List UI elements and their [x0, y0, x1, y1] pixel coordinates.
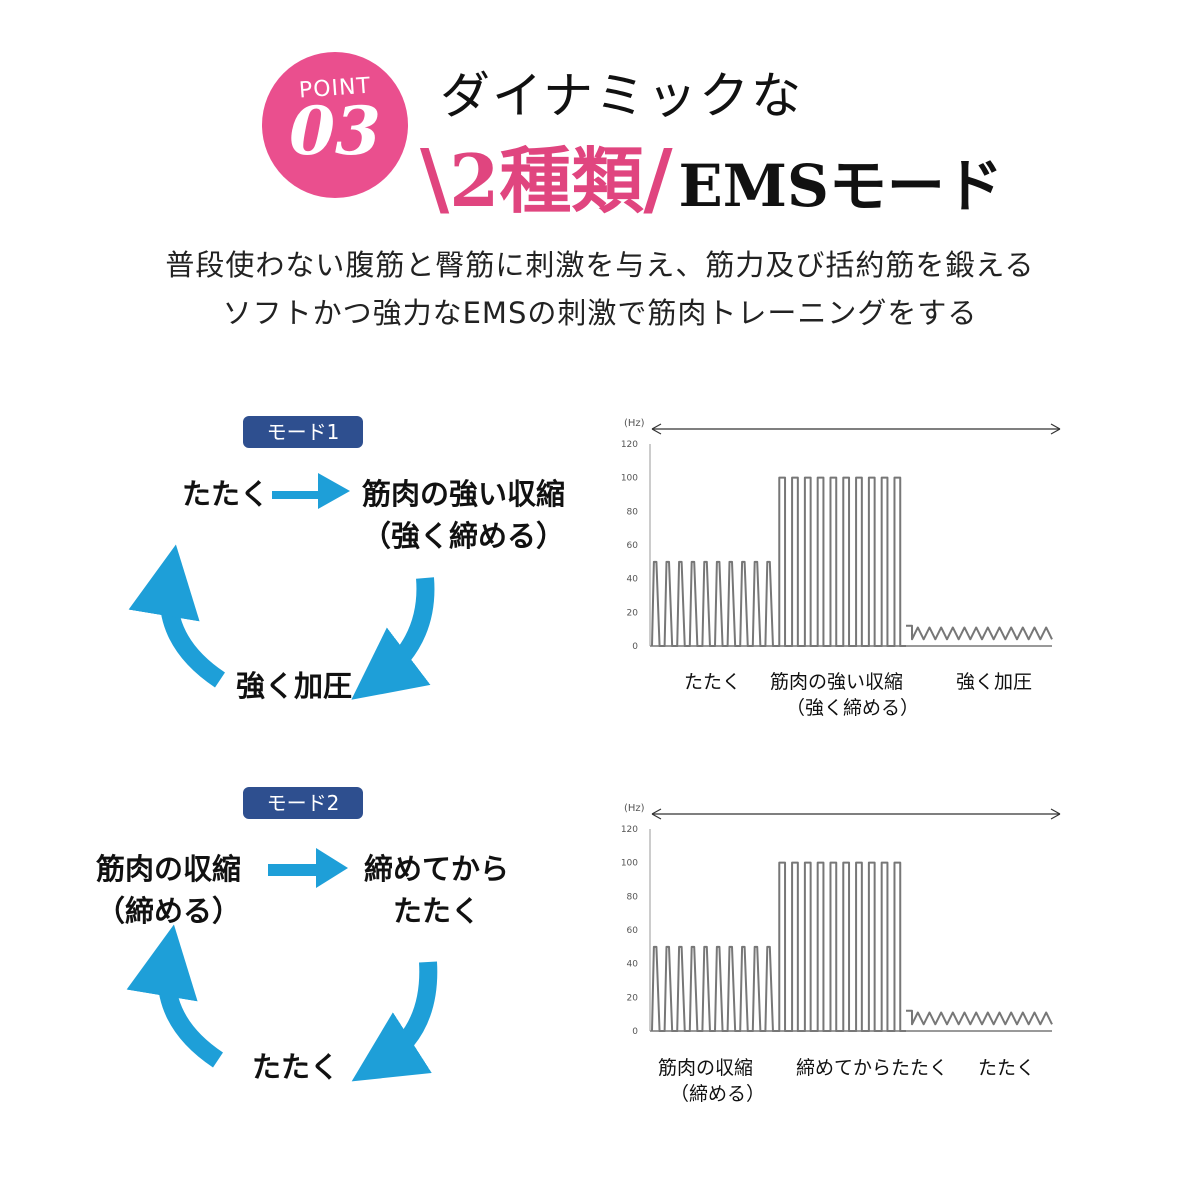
mode1-chart-label-press: 強く加圧	[956, 671, 1033, 693]
chart-series-2	[778, 861, 906, 1032]
chart-y-tick-label: 20	[627, 608, 639, 618]
chart-y-tick-label: 120	[621, 440, 638, 450]
chart-series-2	[778, 476, 906, 647]
mode2-chart-svg: (Hz) 0 20 40 60 80 100 120	[621, 803, 1061, 1037]
mode1-step-contract-line2: （強く締める）	[362, 519, 566, 553]
chart-span-arrowheads	[651, 423, 1061, 435]
mode2-arrows	[126, 848, 438, 1082]
mode1-chart: (Hz) 0 20 40 60 80 100 120	[614, 408, 1064, 658]
mode2-chart-label-contract: 筋肉の収縮	[658, 1057, 754, 1079]
subtitle-line2: ソフトかつ強力なEMSの刺激で筋肉トレーニングをする	[222, 296, 978, 330]
chart-y-tick-label: 20	[627, 993, 639, 1003]
chart-y-tick-label: 40	[627, 575, 639, 585]
chart-series-1	[651, 560, 778, 647]
mode2-chart-label-contract-sub: （締める）	[670, 1083, 766, 1105]
mode1-curve-down-arrow	[351, 577, 435, 700]
chart-y-tick-label: 80	[627, 892, 639, 902]
mode2-curve-up-arrow	[126, 924, 224, 1068]
chart-y-tick-label: 60	[627, 926, 639, 936]
chart-y-tick-label: 100	[621, 474, 638, 484]
mode1-curve-up-arrow	[128, 544, 226, 688]
mode2-step-contract-line2: （締める）	[96, 894, 242, 928]
mode1-step-tap: たたく	[182, 477, 270, 511]
chart-unit-label: (Hz)	[624, 418, 645, 429]
chart-y-tick-label: 0	[632, 1027, 638, 1037]
chart-y-tick-label: 100	[621, 859, 638, 869]
mode2-right-arrow	[268, 848, 348, 888]
mode2-step-contract-tap: 締めてから たたく	[364, 848, 509, 932]
mode2-step-contract-tap-line1: 締めてから	[364, 852, 510, 886]
mode2-step-contract-tap-line2: たたく	[393, 894, 481, 928]
chart-y-tick-label: 80	[627, 507, 639, 517]
title-accent: 2種類	[449, 138, 644, 223]
point-number: 03	[289, 92, 381, 170]
title-line2: \ 2種類 / EMSモード	[420, 122, 1003, 227]
chart-series-3	[906, 1009, 1053, 1026]
mode2-step-contract: 筋肉の収縮 （締める）	[96, 848, 241, 932]
mode2-step-tap: たたく	[252, 1050, 340, 1084]
mode1-chart-label-tap: たたく	[684, 671, 742, 693]
mode1-label: モード1	[243, 416, 363, 448]
mode2-chart: (Hz) 0 20 40 60 80 100 120	[614, 793, 1064, 1043]
mode1-chart-label-contract-sub: （強く締める）	[786, 697, 920, 719]
mode2-chart-label-contract-tap: 締めてからたたく	[796, 1057, 949, 1079]
slash-left: \	[420, 131, 450, 225]
mode1-step-contract-line1: 筋肉の強い収縮	[362, 477, 566, 511]
chart-y-tick-label: 120	[621, 825, 638, 835]
mode2-curve-down-arrow	[351, 961, 438, 1082]
mode2-step-contract-line1: 筋肉の収縮	[96, 852, 242, 886]
chart-span-arrowheads	[651, 808, 1061, 820]
point-badge: POINT 03	[262, 52, 408, 198]
chart-series-1	[651, 945, 778, 1032]
mode2-chart-label-tap: たたく	[978, 1057, 1036, 1079]
chart-unit-label: (Hz)	[624, 803, 645, 814]
mode1-step-press: 強く加圧	[236, 669, 353, 703]
chart-y-tick-label: 40	[627, 960, 639, 970]
mode1-chart-label-contract: 筋肉の強い収縮	[770, 671, 904, 693]
mode1-right-arrow	[272, 473, 350, 509]
chart-series-3	[906, 624, 1053, 641]
mode1-arrows	[128, 473, 435, 700]
title-line1: ダイナミックな	[440, 67, 803, 125]
slash-right: /	[643, 131, 673, 225]
title-tail: EMSモード	[678, 152, 1003, 220]
mode1-step-contract: 筋肉の強い収縮 （強く締める）	[362, 473, 565, 557]
mode1-chart-svg: (Hz) 0 20 40 60 80 100 120	[621, 418, 1061, 652]
chart-y-tick-label: 0	[632, 642, 638, 652]
mode2-label: モード2	[243, 787, 363, 819]
subtitle-line1: 普段使わない腹筋と臀筋に刺激を与え、筋力及び括約筋を鍛える	[165, 248, 1035, 282]
chart-y-tick-label: 60	[627, 541, 639, 551]
